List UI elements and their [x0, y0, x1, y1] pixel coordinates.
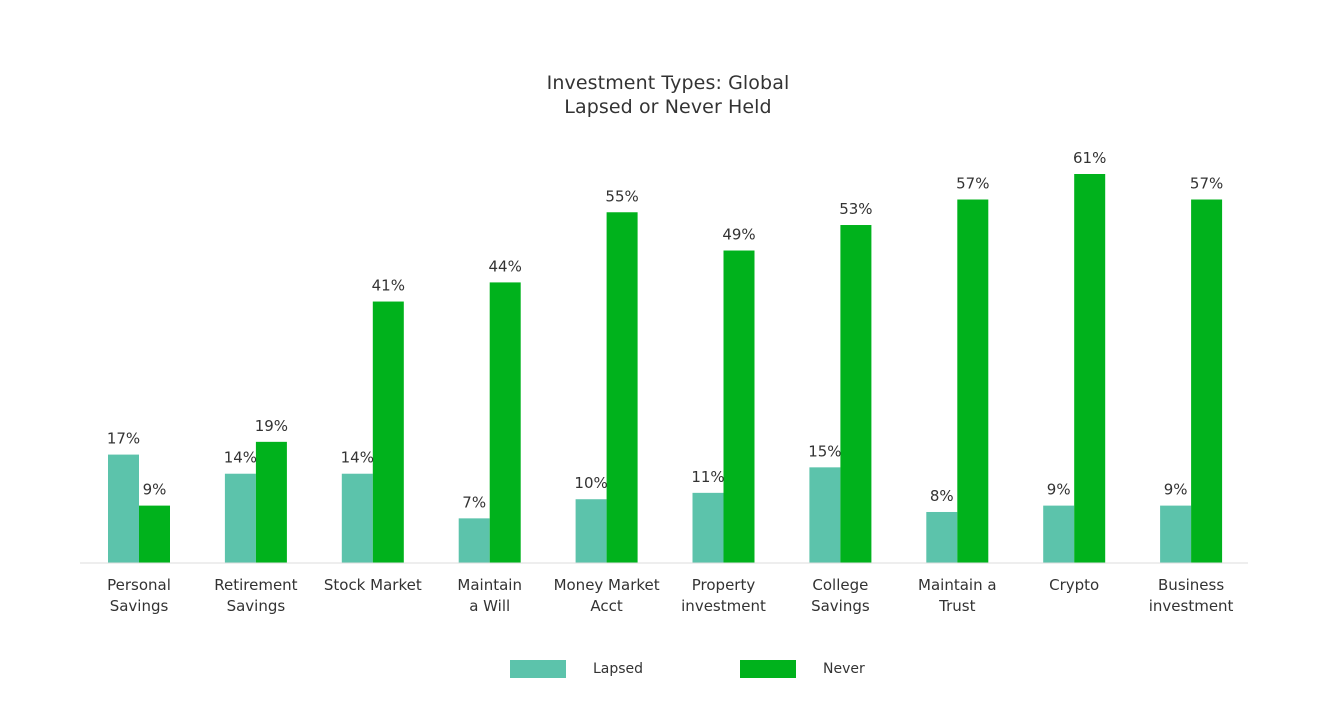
x-tick-label-0: Personal Savings [107, 576, 171, 615]
bar-lapsed-5 [692, 492, 724, 563]
data-label-never-9: 57% [1190, 175, 1223, 193]
x-tick-label-line-9-1: investment [1149, 597, 1234, 615]
data-label-never-8: 61% [1073, 149, 1106, 167]
bar-never-0 [139, 505, 170, 563]
bar-never-5 [723, 250, 755, 563]
x-tick-label-line-7-0: Maintain a [918, 576, 997, 594]
x-tick-label-line-3-1: a Will [469, 597, 510, 615]
x-tick-label-7: Maintain a Trust [918, 576, 997, 615]
bar-lapsed-8 [1043, 505, 1075, 563]
chart-title: Investment Types: Global Lapsed or Never… [0, 71, 1336, 119]
chart-title-line-2: Lapsed or Never Held [564, 96, 772, 118]
bar-lapsed-1 [224, 473, 256, 563]
data-labels-layer: 17% 9% 14% 19% 14% 41% 7% 44% 10% 55% 11% 49% 15% 53%… [107, 149, 1223, 511]
chart-title-line-1: Investment Types: Global [546, 72, 790, 94]
x-tick-label-line-0-0: Personal [107, 576, 171, 594]
x-tick-label-line-4-0: Money Market [554, 576, 660, 594]
x-axis-tick-labels: Personal Savings Retirement Savings Stock Ma… [107, 576, 1233, 615]
x-tick-label-line-0-1: Savings [110, 597, 169, 615]
data-label-lapsed-5: 11% [691, 468, 724, 486]
bar-never-2 [372, 301, 404, 563]
x-tick-label-3: Maintain a Will [457, 576, 522, 615]
bar-lapsed-6 [809, 467, 841, 563]
legend-label-never: Never [823, 661, 865, 677]
bar-lapsed-0 [108, 454, 139, 563]
bar-never-3 [489, 282, 521, 563]
legend-swatch-never [740, 660, 796, 678]
x-tick-label-line-8-0: Crypto [1049, 576, 1099, 594]
data-label-lapsed-0: 17% [107, 430, 140, 448]
bar-lapsed-3 [458, 518, 490, 563]
data-label-lapsed-2: 14% [341, 449, 374, 467]
data-label-never-2: 41% [372, 277, 405, 295]
data-label-lapsed-8: 9% [1047, 481, 1071, 499]
bar-lapsed-4 [575, 499, 607, 563]
data-label-never-3: 44% [489, 257, 522, 275]
data-label-lapsed-1: 14% [224, 449, 257, 467]
x-tick-label-line-9-0: Business [1158, 576, 1224, 594]
x-tick-label-4: Money Market Acct [554, 576, 660, 615]
x-tick-label-line-3-0: Maintain [457, 576, 522, 594]
data-label-never-0: 9% [143, 481, 167, 499]
legend-item-never: Never [740, 657, 865, 681]
x-tick-label-line-6-0: College [812, 576, 868, 594]
x-tick-label-9: Business investment [1149, 576, 1234, 615]
bar-never-7 [957, 199, 989, 563]
x-tick-label-line-6-1: Savings [811, 597, 870, 615]
data-label-lapsed-9: 9% [1164, 481, 1188, 499]
data-label-never-6: 53% [839, 200, 872, 218]
legend-swatch-lapsed [510, 660, 566, 678]
x-tick-label-line-4-1: Acct [590, 597, 622, 615]
bar-never-1 [255, 441, 287, 563]
data-label-lapsed-3: 7% [462, 493, 486, 511]
legend: Lapsed Never [0, 657, 1336, 681]
legend-label-lapsed: Lapsed [593, 661, 644, 677]
x-tick-label-1: Retirement Savings [214, 576, 297, 615]
data-label-never-1: 19% [255, 417, 288, 435]
data-label-lapsed-7: 8% [930, 487, 954, 505]
x-tick-label-line-7-1: Trust [938, 597, 975, 615]
x-tick-label-5: Property investment [681, 576, 766, 615]
x-tick-label-line-1-1: Savings [227, 597, 286, 615]
bar-lapsed-9 [1160, 505, 1192, 563]
bar-never-4 [606, 212, 638, 563]
data-label-never-4: 55% [605, 187, 638, 205]
x-tick-label-2: Stock Market [324, 576, 422, 594]
x-tick-label-line-2-0: Stock Market [324, 576, 422, 594]
x-tick-label-line-5-0: Property [692, 576, 756, 594]
bar-never-8 [1074, 174, 1106, 563]
bars-layer [108, 174, 1223, 563]
bar-never-6 [840, 225, 872, 563]
legend-item-lapsed: Lapsed [510, 657, 643, 681]
data-label-lapsed-4: 10% [574, 474, 607, 492]
data-label-never-5: 49% [722, 226, 755, 244]
bar-lapsed-7 [926, 511, 958, 563]
bar-never-9 [1191, 199, 1223, 563]
x-tick-label-8: Crypto [1049, 576, 1099, 594]
data-label-never-7: 57% [956, 175, 989, 193]
x-tick-label-line-5-1: investment [681, 597, 766, 615]
x-tick-label-line-1-0: Retirement [214, 576, 297, 594]
x-tick-label-6: College Savings [811, 576, 870, 615]
bar-lapsed-2 [341, 473, 373, 563]
data-label-lapsed-6: 15% [808, 442, 841, 460]
